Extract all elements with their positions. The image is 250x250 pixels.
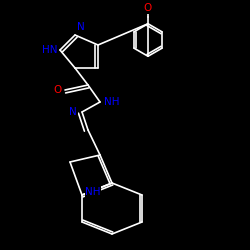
- Text: N: N: [78, 22, 85, 32]
- Text: O: O: [53, 85, 61, 95]
- Text: O: O: [144, 3, 152, 13]
- Text: HN: HN: [42, 45, 58, 55]
- Text: NH: NH: [104, 97, 119, 107]
- Text: NH: NH: [85, 187, 101, 197]
- Text: N: N: [69, 107, 77, 117]
